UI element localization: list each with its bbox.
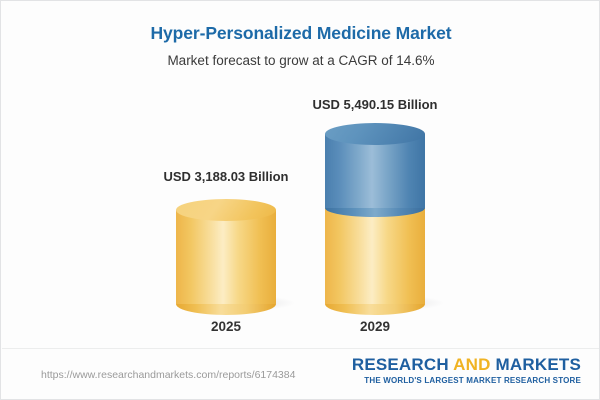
category-label-2029: 2029 — [359, 319, 391, 334]
page-title: Hyper-Personalized Medicine Market — [150, 23, 452, 43]
value-label-2025: USD 3,188.03 Billion — [163, 169, 289, 184]
brand-logo[interactable]: RESEARCH AND MARKETS THE WORLD'S LARGEST… — [352, 356, 581, 386]
plot-area: USD 3,188.03 Billion USD 5,490.15 Billio… — [1, 1, 599, 349]
logo-word-markets: MARKETS — [495, 355, 581, 374]
logo-wordmark: RESEARCH AND MARKETS — [352, 356, 581, 374]
value-label-2029: USD 5,490.15 Billion — [312, 97, 438, 112]
bar-segment-base — [325, 208, 425, 304]
footer-divider — [2, 348, 599, 349]
bar-segment-growth — [325, 134, 425, 208]
bar-segment-base — [176, 210, 276, 304]
logo-word-research: RESEARCH — [351, 355, 449, 374]
logo-word-and: AND — [453, 355, 491, 374]
bar-2025[interactable] — [176, 199, 294, 315]
chart-subtitle: Market forecast to grow at a CAGR of 14.… — [167, 53, 435, 68]
bar-top-cap — [325, 123, 425, 145]
logo-tagline: THE WORLD'S LARGEST MARKET RESEARCH STOR… — [364, 376, 581, 385]
category-label-2025: 2025 — [210, 319, 242, 334]
bar-2029[interactable] — [325, 123, 443, 315]
bar-top-cap — [176, 199, 276, 221]
source-url[interactable]: https://www.researchandmarkets.com/repor… — [41, 369, 296, 381]
